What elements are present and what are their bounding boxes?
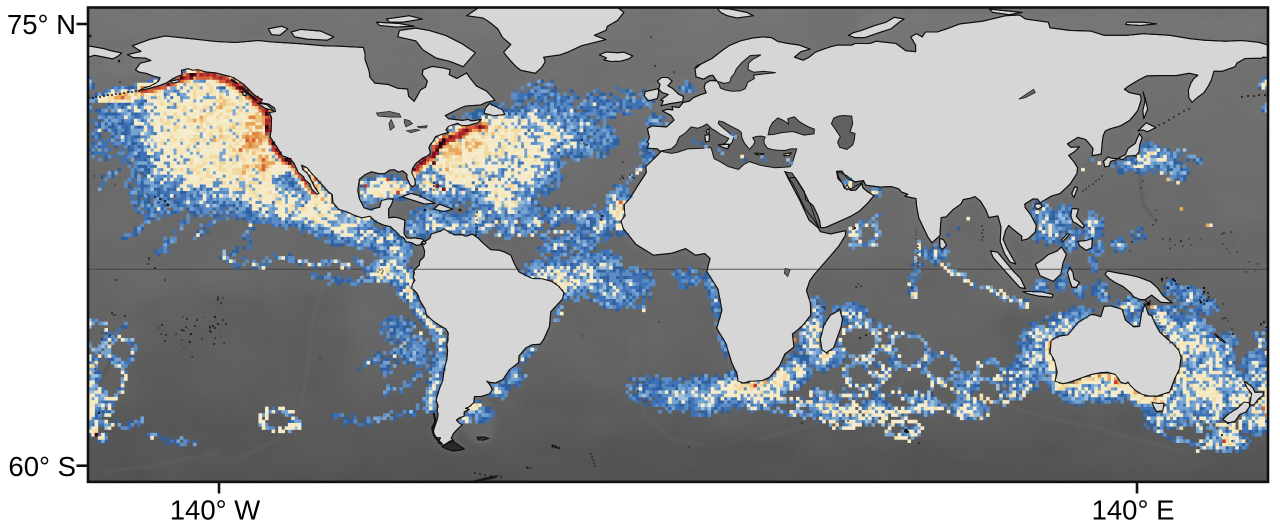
svg-text:140° W: 140° W xyxy=(170,495,261,526)
svg-text:60° S: 60° S xyxy=(8,451,76,482)
svg-text:75° N: 75° N xyxy=(7,9,76,40)
svg-text:140° E: 140° E xyxy=(1092,495,1175,526)
